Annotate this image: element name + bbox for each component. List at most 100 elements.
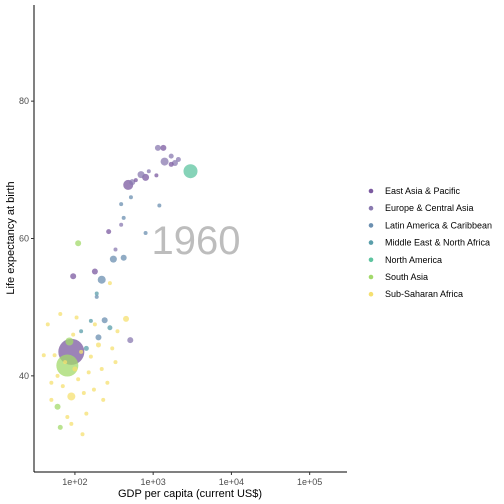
data-point <box>168 161 174 167</box>
data-point <box>101 317 108 324</box>
data-point <box>154 144 161 151</box>
legend-label: North America <box>385 255 442 265</box>
data-point <box>168 153 174 159</box>
legend: East Asia & Pacific Europe & Central Asia… <box>368 186 492 299</box>
legend-key <box>368 257 374 263</box>
legend-label: Middle East & North Africa <box>385 238 490 248</box>
data-point <box>49 380 54 385</box>
y-tick-label: 60 <box>19 234 29 244</box>
data-point <box>81 391 86 396</box>
data-point <box>119 222 124 227</box>
data-point <box>60 384 65 389</box>
data-point <box>175 157 181 163</box>
data-point <box>58 312 63 317</box>
data-point <box>79 349 84 354</box>
data-point <box>143 231 148 236</box>
data-point <box>183 164 198 179</box>
legend-label: Europe & Central Asia <box>385 203 474 213</box>
data-point <box>69 421 74 426</box>
data-point <box>67 392 76 401</box>
legend-key <box>368 188 374 194</box>
data-point <box>52 353 57 358</box>
data-point <box>94 294 99 299</box>
data-point <box>54 403 61 410</box>
legend-key <box>368 274 374 280</box>
data-point <box>84 411 89 416</box>
data-point <box>91 387 96 392</box>
data-point <box>129 179 136 186</box>
data-point <box>65 415 70 420</box>
data-point <box>45 322 50 327</box>
legend-key <box>368 240 374 245</box>
data-point <box>88 318 93 323</box>
data-point <box>76 377 81 382</box>
x-tick-label: 1e+03 <box>141 477 166 487</box>
data-point <box>94 291 99 296</box>
data-point <box>63 360 68 365</box>
data-point <box>91 268 98 275</box>
x-tick-label: 1e+02 <box>62 477 87 487</box>
data-point <box>137 171 145 179</box>
data-point <box>88 354 93 359</box>
data-point <box>95 342 101 348</box>
data-point <box>75 240 82 247</box>
data-point <box>133 178 138 183</box>
data-point <box>86 370 91 375</box>
legend-label: Latin America & Caribbean <box>385 220 492 230</box>
data-point <box>110 346 115 351</box>
data-point <box>65 337 74 346</box>
y-tick-label: 40 <box>19 371 29 381</box>
data-point <box>106 229 112 235</box>
data-point <box>101 397 106 402</box>
legend-label: Sub-Saharan Africa <box>385 289 463 299</box>
data-point <box>71 332 76 337</box>
data-point <box>70 273 77 280</box>
legend-label: East Asia & Pacific <box>385 186 461 196</box>
y-tick-label: 80 <box>19 96 29 106</box>
data-point <box>57 424 63 430</box>
data-point <box>154 173 159 178</box>
data-point <box>80 432 85 437</box>
data-point <box>72 366 78 372</box>
data-point <box>119 202 124 207</box>
data-points <box>41 144 198 437</box>
legend-key <box>368 223 374 228</box>
x-axis-title: GDP per capita (current US$) <box>118 488 262 500</box>
data-point <box>160 157 169 166</box>
y-axis-ticks: 40 60 80 <box>19 96 34 381</box>
data-point <box>79 329 84 334</box>
data-point <box>56 354 79 377</box>
data-point <box>49 397 54 402</box>
data-point <box>128 195 133 200</box>
data-point <box>105 380 110 385</box>
x-axis-ticks: 1e+02 1e+03 1e+04 1e+05 <box>62 472 322 487</box>
data-point <box>97 275 106 284</box>
data-point <box>121 215 126 220</box>
data-point <box>92 322 97 327</box>
data-point <box>123 315 130 322</box>
data-point <box>109 255 117 263</box>
data-point <box>146 169 151 174</box>
data-point <box>107 325 113 331</box>
data-point <box>107 281 112 286</box>
legend-label: South Asia <box>385 272 428 282</box>
data-point <box>83 345 89 351</box>
x-tick-label: 1e+04 <box>219 477 244 487</box>
data-point <box>115 329 120 334</box>
legend-key <box>368 291 374 297</box>
data-point <box>127 337 134 344</box>
legend-key <box>368 205 374 211</box>
data-point <box>41 353 46 358</box>
data-point <box>95 334 102 341</box>
data-point <box>120 254 127 261</box>
y-axis-title: Life expectancy at birth <box>5 181 17 294</box>
x-tick-label: 1e+05 <box>297 477 322 487</box>
data-point <box>55 373 60 378</box>
year-annotation: 1960 <box>152 219 241 263</box>
data-point <box>113 247 118 252</box>
data-point <box>99 366 104 371</box>
data-point <box>113 360 118 365</box>
data-point <box>157 203 162 208</box>
data-point <box>160 144 167 151</box>
